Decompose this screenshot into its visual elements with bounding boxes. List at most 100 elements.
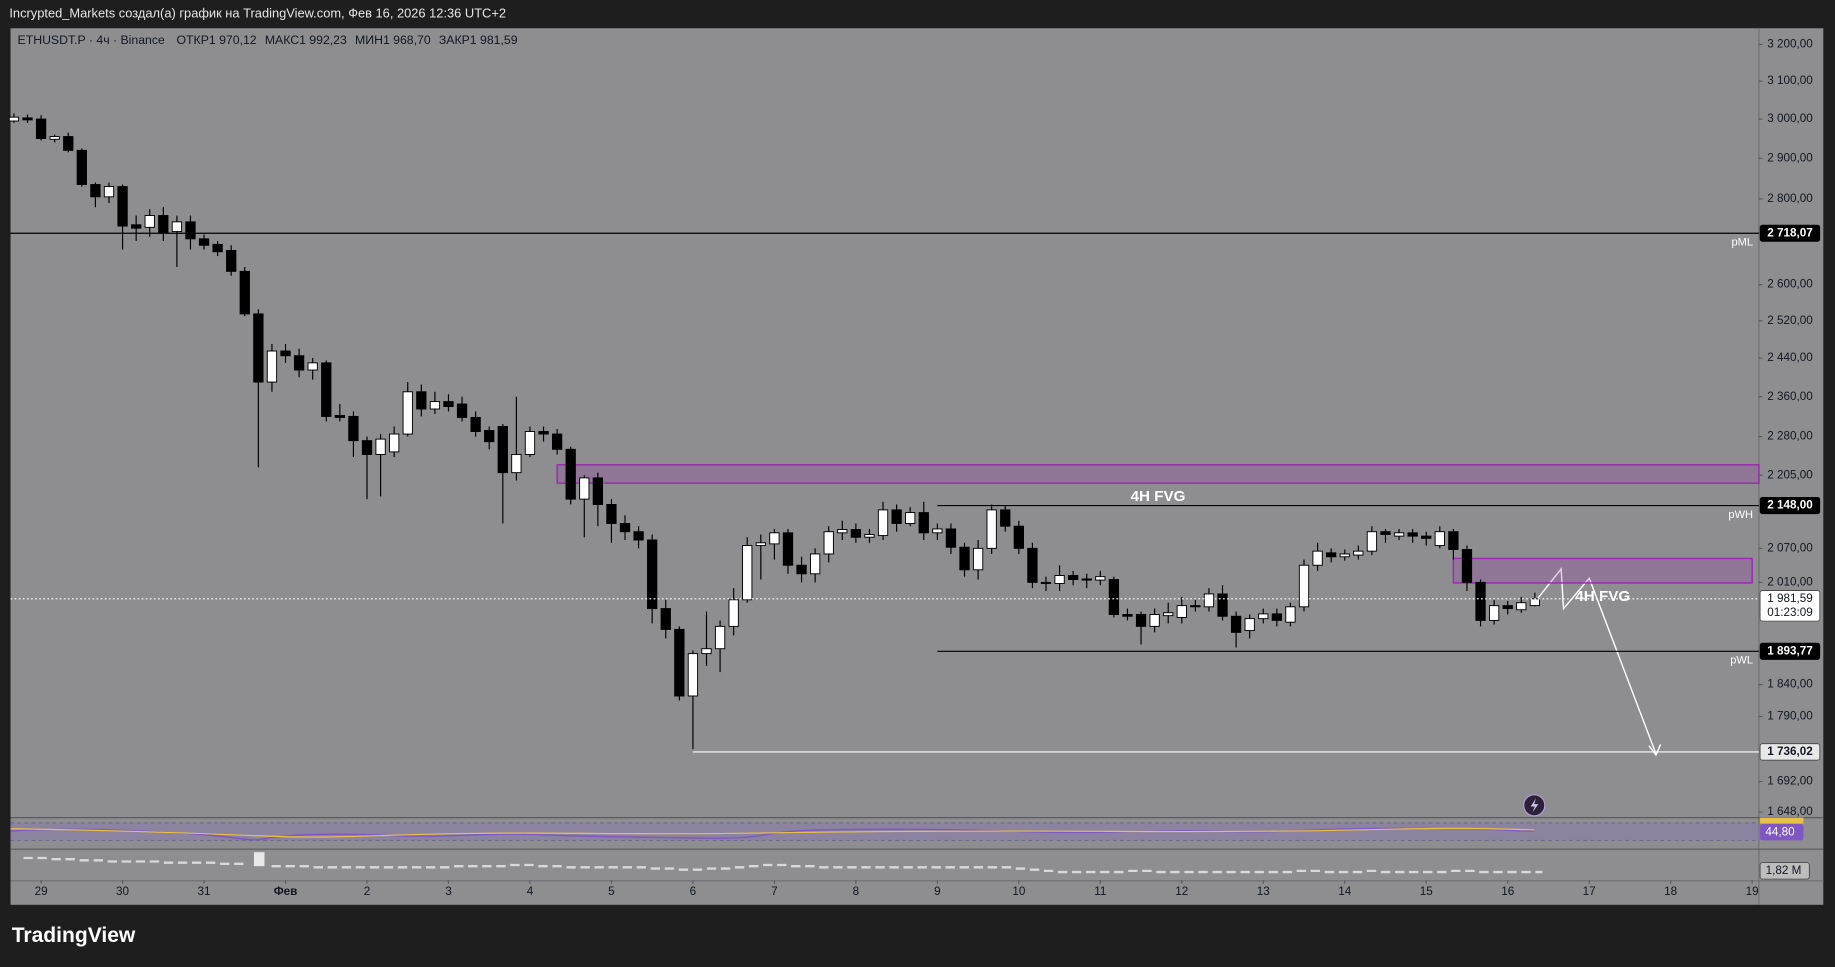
- y-tick-label: 2 520,00: [1767, 314, 1813, 327]
- brand: TradingView: [12, 924, 136, 947]
- candle-body: [1271, 613, 1282, 621]
- candle-body: [972, 547, 984, 571]
- candle-body: [117, 186, 128, 227]
- candle-body: [850, 529, 862, 538]
- x-tick-label: 16: [1501, 885, 1514, 898]
- y-tick-label: 2 360,00: [1767, 390, 1813, 403]
- legend-key: МИН: [355, 33, 383, 47]
- candle-body: [1163, 612, 1174, 617]
- candle-body: [1258, 613, 1269, 620]
- x-tick-label: 9: [934, 885, 941, 898]
- candle-body: [1217, 593, 1228, 617]
- volume-label: 1,82 M: [1766, 864, 1802, 877]
- candle-body: [796, 564, 807, 575]
- level-label: 2 718,07: [1767, 226, 1812, 239]
- candle-body: [1298, 564, 1310, 608]
- candle-body: [158, 215, 169, 233]
- y-tick-label: 3 200,00: [1767, 38, 1813, 51]
- level-name: pML: [1731, 237, 1753, 249]
- symbol-legend: ETHUSDT.P · 4ч · Binance ОТКР1 970,12 МАКС…: [18, 33, 518, 47]
- candle-body: [1326, 552, 1337, 558]
- y-tick-label: 1 648,00: [1767, 805, 1813, 818]
- candle-body: [1013, 525, 1024, 549]
- candle-body: [144, 215, 155, 228]
- candle-body: [511, 453, 522, 474]
- candle-body: [1285, 606, 1296, 623]
- candle-body: [185, 221, 196, 240]
- y-tick-label: 3 000,00: [1767, 112, 1813, 125]
- symbol: ETHUSDT.P · 4ч · Binance: [18, 33, 165, 47]
- candle-body: [1529, 598, 1541, 607]
- candle-body: [497, 425, 508, 474]
- volume-label-box: [1759, 862, 1810, 880]
- candle-body: [470, 416, 481, 432]
- x-tick-label: 30: [116, 885, 130, 898]
- candle-body: [1339, 553, 1350, 558]
- candle-body: [348, 415, 359, 442]
- candle-body: [619, 523, 631, 533]
- candle-body: [932, 528, 943, 534]
- level-name: pWH: [1728, 509, 1753, 521]
- candle-body: [1393, 532, 1405, 537]
- candle-body: [1095, 576, 1106, 581]
- candle-body: [198, 238, 210, 246]
- y-tick-label: 1 790,00: [1767, 710, 1813, 723]
- x-tick-label: 11: [1094, 885, 1106, 898]
- candle-body: [35, 118, 47, 139]
- candle-body: [891, 509, 902, 524]
- candle-body: [823, 531, 834, 555]
- fvg-label: 4H FVG: [1575, 588, 1630, 605]
- current-price-box: [1759, 590, 1821, 622]
- legend-value: 1 981,59: [470, 33, 518, 47]
- alert-bolt: [1530, 798, 1539, 813]
- candle-body: [918, 512, 929, 534]
- x-tick-label: 4: [527, 885, 534, 898]
- x-tick-label: 15: [1420, 885, 1434, 898]
- x-tick-label: 18: [1664, 885, 1677, 898]
- candle-body: [565, 448, 576, 500]
- candle-body: [456, 403, 468, 418]
- candle-body: [538, 431, 549, 435]
- candle-body: [1122, 614, 1133, 617]
- y-tick-label: 2 800,00: [1767, 192, 1813, 205]
- candle-body: [1353, 550, 1364, 556]
- x-tick-label: 10: [1012, 885, 1025, 898]
- candle-body: [402, 391, 413, 435]
- candle-body: [551, 433, 563, 450]
- y-tick-label: 3 100,00: [1767, 74, 1813, 87]
- level-label: 1 893,77: [1767, 644, 1812, 657]
- x-tick-label: 14: [1338, 885, 1352, 898]
- candle-body: [293, 355, 305, 371]
- candle-body: [1434, 531, 1445, 547]
- level-label-box: [1759, 642, 1821, 660]
- volume-bars: [23, 856, 1543, 874]
- rsi-label-box: [1760, 824, 1804, 841]
- candle-body: [416, 391, 427, 410]
- rsi-avg-box: [1760, 817, 1804, 824]
- candle-body: [22, 117, 33, 121]
- candle-body: [103, 186, 115, 198]
- candle-body: [375, 438, 386, 455]
- x-tick-label: 2: [364, 885, 371, 898]
- x-tick-label: 8: [853, 885, 860, 898]
- volume-spike: [253, 852, 265, 867]
- candle-body: [253, 313, 264, 383]
- candle-body: [1516, 602, 1527, 611]
- y-tick-label: 2 900,00: [1767, 151, 1813, 164]
- candle-body: [1027, 547, 1038, 583]
- x-tick-label: 13: [1257, 885, 1270, 898]
- candle-body: [239, 270, 250, 315]
- y-tick-label: 2 440,00: [1767, 351, 1813, 364]
- x-tick-label: 12: [1175, 885, 1188, 898]
- candle-body: [1135, 614, 1147, 627]
- candle-body: [837, 529, 848, 534]
- candle-body: [606, 504, 617, 524]
- candle-body: [660, 608, 671, 630]
- candle-body: [212, 243, 223, 253]
- candle-body: [90, 184, 101, 198]
- level-label: 2 148,00: [1767, 499, 1813, 512]
- candle-body: [321, 362, 332, 417]
- rsi-label: 44,80: [1765, 825, 1795, 838]
- x-tick-label: 19: [1746, 885, 1759, 898]
